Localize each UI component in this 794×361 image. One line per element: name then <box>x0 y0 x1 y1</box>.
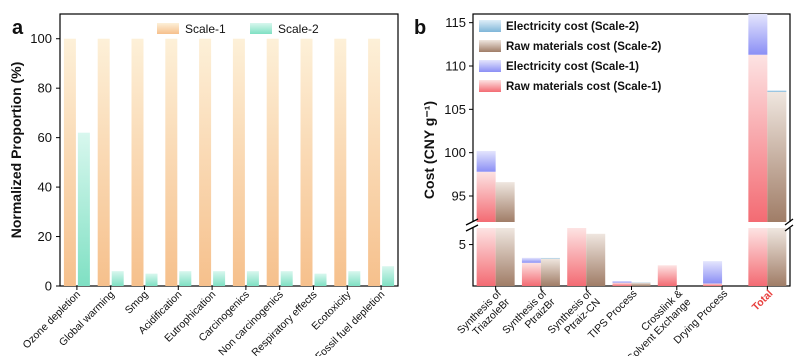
bar-scale-1 <box>64 39 76 286</box>
chart-b-xtick-label: Synthesis ofTriazoleBr <box>455 287 513 345</box>
bar-scale-2 <box>315 274 327 286</box>
bar-raw-materials-scale-1 <box>522 263 541 286</box>
chart-b-ylabel: Cost (CNY g⁻¹) <box>421 101 437 199</box>
legend-b-swatch <box>479 20 501 32</box>
bar-raw-materials-scale-1 <box>613 283 632 286</box>
bar-raw-materials-scale-1 <box>703 284 722 286</box>
bar-raw-materials-scale-1 <box>567 228 586 286</box>
bar-scale-1 <box>267 39 279 286</box>
bar-scale-1 <box>233 39 245 286</box>
bar-scale-2 <box>146 274 158 286</box>
chart-a-ytick-label: 20 <box>38 229 52 244</box>
chart-b-xtick-label: Total <box>750 288 776 314</box>
chart-a-ylabel: Normalized Proportion (%) <box>8 62 24 239</box>
bar-raw-materials-scale-2 <box>496 228 515 286</box>
bar-raw-materials-scale-2 <box>496 182 515 222</box>
bar-scale-2 <box>348 271 360 286</box>
bar-scale-1 <box>165 39 177 286</box>
bar-scale-1 <box>132 39 144 286</box>
bar-scale-2 <box>179 271 191 286</box>
legend-b-label: Electricity cost (Scale-2) <box>506 21 639 33</box>
bar-scale-2 <box>112 271 124 286</box>
legend-a-swatch <box>250 23 272 34</box>
legend-b-swatch <box>479 80 501 92</box>
bar-raw-materials-scale-2 <box>586 234 605 286</box>
bar-scale-2 <box>281 271 293 286</box>
bar-electricity-scale-1 <box>477 151 496 172</box>
bar-scale-2 <box>78 133 90 286</box>
chart-a-frame <box>60 14 398 286</box>
bar-scale-2 <box>382 266 394 286</box>
legend-a-swatch <box>157 23 179 34</box>
bar-scale-2 <box>213 271 225 286</box>
bar-electricity-scale-1 <box>703 261 722 283</box>
legend-b-swatch <box>479 60 501 72</box>
chart-a-ytick-label: 40 <box>38 180 52 195</box>
chart-a-xtick-label: Smog <box>123 289 151 317</box>
chart-a: 0 20 40 60 80 100 Normalized Proportion (%) Ozo… <box>8 14 398 356</box>
bar-scale-1 <box>199 39 211 286</box>
chart-b-ytick-label: 5 <box>459 237 466 252</box>
bar-scale-1 <box>301 39 313 286</box>
bar-scale-1 <box>98 39 110 286</box>
bar-scale-1 <box>334 39 346 286</box>
chart-a-ytick-label: 60 <box>38 130 52 145</box>
legend-b-label: Electricity cost (Scale-1) <box>506 61 639 73</box>
axis-break-gap <box>467 222 794 228</box>
bar-raw-materials-scale-1 <box>477 228 496 286</box>
bar-raw-materials-scale-2 <box>632 283 651 286</box>
chart-b-ytick-label: 100 <box>444 145 466 160</box>
chart-b-xtick-label: Synthesis ofPtraizBr <box>500 287 558 345</box>
bar-electricity-scale-2 <box>541 258 560 259</box>
panel-b-label: b <box>414 17 426 39</box>
bar-scale-2 <box>247 271 259 286</box>
bar-electricity-scale-1 <box>522 258 541 263</box>
legend-a-label: Scale-2 <box>278 22 319 36</box>
legend-b-label: Raw materials cost (Scale-2) <box>506 41 661 53</box>
chart-a-ytick-label: 0 <box>45 279 52 294</box>
chart-b: 95 100 105 110 115 5 Cost (CNY g⁻¹) Synthesis o… <box>421 14 794 356</box>
bar-raw-materials-scale-1 <box>748 55 767 222</box>
chart-b-ytick-label: 95 <box>452 189 466 204</box>
bar-raw-materials-scale-2 <box>541 259 560 286</box>
chart-b-ytick-label: 115 <box>445 15 466 30</box>
chart-b-ytick-label: 105 <box>444 102 466 117</box>
chart-a-xtick-label: Ozone depletion <box>20 289 83 352</box>
legend-b-swatch <box>479 40 501 52</box>
bar-raw-materials-scale-1 <box>658 265 677 286</box>
legend-a-label: Scale-1 <box>185 22 226 36</box>
bar-raw-materials-scale-2 <box>767 92 786 222</box>
bar-raw-materials-scale-1 <box>748 228 767 286</box>
chart-a-ytick-label: 100 <box>30 31 52 46</box>
bar-raw-materials-scale-2 <box>767 228 786 286</box>
chart-b-frame <box>473 14 790 286</box>
legend-b-label: Raw materials cost (Scale-1) <box>506 81 661 93</box>
bar-electricity-scale-1 <box>748 14 767 55</box>
panel-a-label: a <box>12 17 24 39</box>
bar-raw-materials-scale-1 <box>477 172 496 222</box>
chart-a-ytick-label: 80 <box>38 81 52 96</box>
chart-b-ytick-label: 110 <box>445 59 466 74</box>
bar-electricity-scale-1 <box>613 281 632 283</box>
bar-electricity-scale-2 <box>767 90 786 92</box>
bar-scale-1 <box>368 39 380 286</box>
